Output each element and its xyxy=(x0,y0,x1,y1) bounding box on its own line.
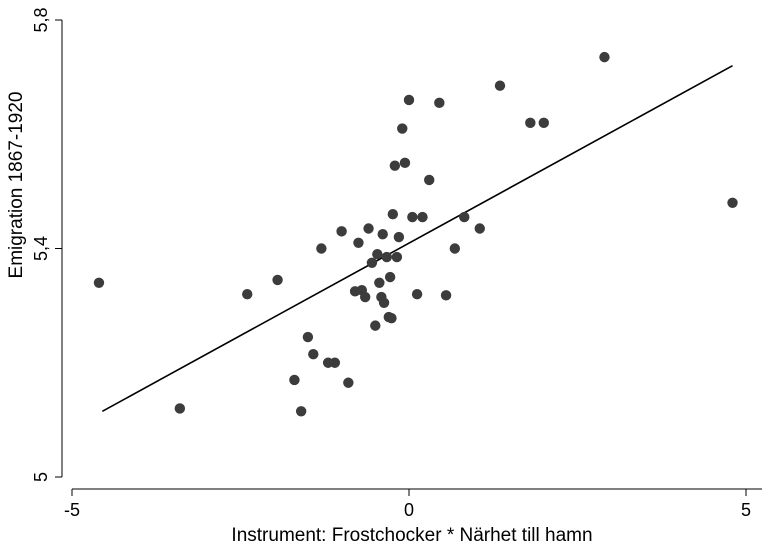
data-point xyxy=(391,251,403,263)
data-point xyxy=(387,209,399,220)
data-point xyxy=(174,403,186,414)
data-point xyxy=(302,331,314,343)
data-point xyxy=(366,257,378,268)
data-point xyxy=(399,157,411,169)
data-point xyxy=(329,357,341,368)
y-axis-ticks: 5 5,4 5,8 xyxy=(31,7,62,482)
y-tick-label: 5,8 xyxy=(31,7,51,32)
data-point xyxy=(525,117,536,129)
data-point xyxy=(377,229,388,240)
data-point xyxy=(389,160,401,171)
data-point xyxy=(440,290,452,301)
y-tick-label: 5 xyxy=(31,472,51,482)
data-point xyxy=(353,237,364,248)
fitted-line xyxy=(101,64,733,413)
data-point xyxy=(378,297,390,308)
x-axis-title: Instrument: Frostchocker * Närhet till h… xyxy=(231,525,592,546)
data-point xyxy=(336,226,347,237)
x-tick-label: -5 xyxy=(64,500,80,520)
data-point xyxy=(403,94,415,106)
data-point xyxy=(538,117,549,129)
data-point xyxy=(372,249,383,260)
data-point xyxy=(289,374,300,386)
data-point xyxy=(411,289,423,300)
data-points xyxy=(93,51,738,417)
data-point xyxy=(384,271,396,283)
data-point xyxy=(424,174,435,186)
data-point xyxy=(272,274,283,286)
data-point xyxy=(386,312,397,324)
data-point xyxy=(459,211,470,223)
x-tick-label: 0 xyxy=(404,500,414,520)
data-point xyxy=(599,51,610,63)
data-point xyxy=(316,243,327,254)
data-point xyxy=(474,223,485,234)
data-point xyxy=(295,406,307,417)
y-tick-label: 5,4 xyxy=(31,236,51,261)
x-axis-ticks: -5 0 5 xyxy=(64,489,751,520)
data-point xyxy=(359,291,371,303)
data-point xyxy=(494,80,506,91)
data-point xyxy=(242,289,253,300)
data-point xyxy=(727,197,738,208)
data-point xyxy=(374,277,385,288)
data-point xyxy=(393,231,405,243)
data-point xyxy=(343,377,354,388)
data-point xyxy=(397,123,408,134)
data-point xyxy=(93,277,105,288)
x-tick-label: 5 xyxy=(741,500,751,520)
data-point xyxy=(363,223,374,234)
data-point xyxy=(308,348,319,360)
data-point xyxy=(449,243,461,254)
data-point xyxy=(381,251,392,263)
data-point xyxy=(407,211,418,223)
data-point xyxy=(434,97,445,109)
y-axis-title: Emigration 1867-1920 xyxy=(6,92,27,279)
data-point xyxy=(370,320,381,331)
plot-area: 5 5,4 5,8 -5 0 5 xyxy=(31,7,762,520)
data-point xyxy=(417,211,428,223)
